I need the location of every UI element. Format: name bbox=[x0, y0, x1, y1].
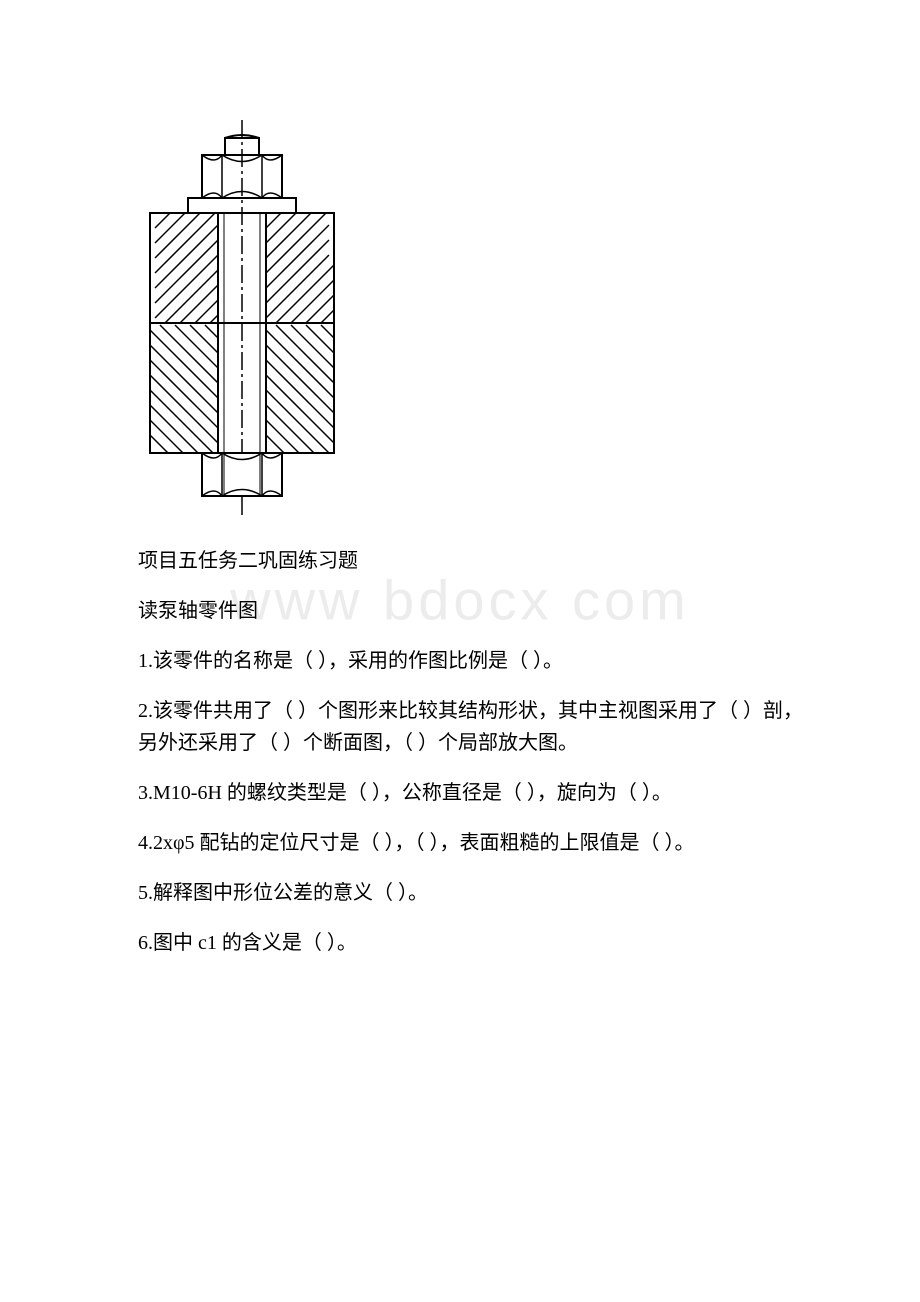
bolt-assembly-diagram bbox=[0, 0, 920, 545]
question-4: 4.2xφ5 配钻的定位尺寸是（ ），（ ），表面粗糙的上限值是（ ）。 bbox=[138, 827, 822, 859]
question-2: 2.该零件共用了（ ）个图形来比较其结构形状，其中主视图采用了（ ）剖，另外还采… bbox=[138, 695, 822, 759]
section-subheading: 读泵轴零件图 bbox=[138, 595, 822, 627]
question-6: 6.图中 c1 的含义是（ ）。 bbox=[138, 927, 822, 959]
question-1: 1.该零件的名称是（ ），采用的作图比例是（ ）。 bbox=[138, 645, 822, 677]
question-5: 5.解释图中形位公差的意义（ ）。 bbox=[138, 877, 822, 909]
question-3: 3.M10-6H 的螺纹类型是（ ），公称直径是（ ），旋向为（ ）。 bbox=[138, 777, 822, 809]
document-content: 项目五任务二巩固练习题 读泵轴零件图 1.该零件的名称是（ ），采用的作图比例是… bbox=[0, 545, 920, 959]
bolt-svg bbox=[125, 120, 360, 515]
section-heading: 项目五任务二巩固练习题 bbox=[138, 545, 822, 577]
